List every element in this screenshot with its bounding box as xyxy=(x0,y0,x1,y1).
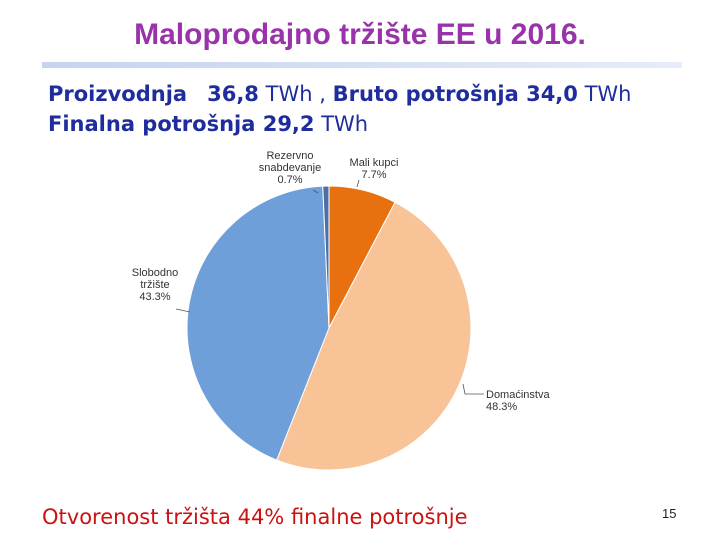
pie-slice-3 xyxy=(322,185,330,329)
slice-percent-label-1: 48.3% xyxy=(486,401,517,413)
production-value: 36,8 xyxy=(207,82,259,106)
pie-slice-1 xyxy=(276,201,472,471)
leader-line-2 xyxy=(175,308,191,313)
slice-name-label-1: Domaćinstva xyxy=(486,389,550,401)
subtitle-line-2: Finalna potrošnja 29,2 TWh xyxy=(48,112,368,136)
slice-percent-label-2: 43.3% xyxy=(139,291,170,303)
slice-name-label-2: tržište xyxy=(140,279,169,291)
production-unit: TWh , xyxy=(265,82,326,106)
subtitle-line-1: Proizvodnja 36,8 TWh , Bruto potrošnja 3… xyxy=(48,82,632,106)
slide-title: Maloprodajno tržište EE u 2016. xyxy=(134,18,586,51)
gross-consumption-unit: TWh xyxy=(584,82,632,106)
slice-name-label-3: snabdevanje xyxy=(259,162,321,174)
leader-line-0 xyxy=(356,179,360,188)
footer-text: Otvorenost tržišta 44% finalne potrošnje xyxy=(42,505,468,529)
slice-name-label-3: Rezervno xyxy=(266,150,313,162)
gross-consumption-label: Bruto potrošnja 34,0 xyxy=(332,82,578,106)
final-consumption-unit: TWh xyxy=(321,112,369,136)
leader-line-1 xyxy=(462,383,484,395)
page-number: 15 xyxy=(662,506,677,521)
slice-name-label-2: Slobodno xyxy=(132,267,179,279)
slice-name-label-0: Mali kupci xyxy=(350,157,399,169)
slice-percent-label-0: 7.7% xyxy=(361,169,386,181)
slice-percent-label-3: 0.7% xyxy=(277,174,302,186)
pie-slice-2 xyxy=(186,185,330,461)
production-label: Proizvodnja xyxy=(48,82,188,106)
title-divider xyxy=(42,62,682,68)
leader-line-3 xyxy=(312,189,319,194)
final-consumption-label: Finalna potrošnja 29,2 xyxy=(48,112,315,136)
footer-bold: Otvorenost tržišta 44% xyxy=(42,505,285,529)
footer-rest: finalne potrošnje xyxy=(290,505,468,529)
